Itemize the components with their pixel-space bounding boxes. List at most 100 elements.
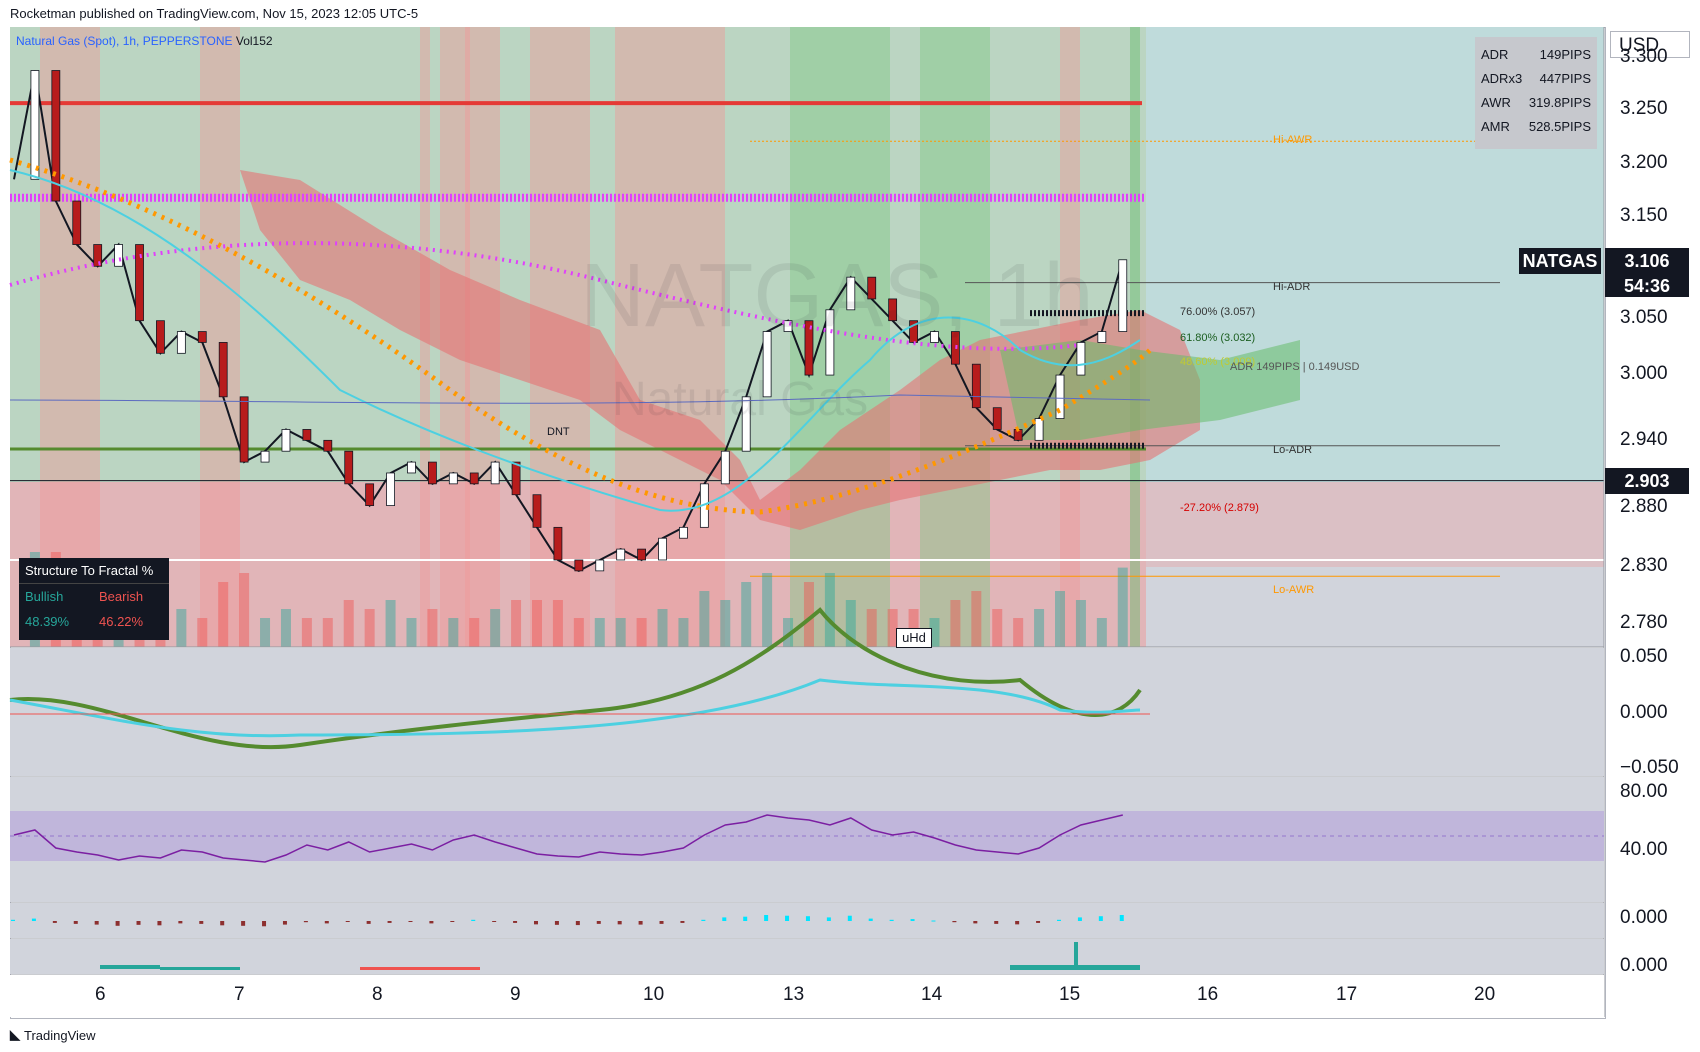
- histogram-bar: [931, 920, 936, 922]
- volume-bar: [929, 618, 940, 647]
- volume-bar: [1117, 567, 1128, 647]
- histogram-bar: [345, 921, 350, 922]
- hi-awr-label: Hi-AWR: [1273, 134, 1313, 146]
- candle: [135, 244, 144, 322]
- date-tick: 7: [234, 984, 245, 1005]
- uhd-label: uHd: [896, 628, 932, 648]
- histogram-bar: [31, 918, 36, 921]
- date-tick: 17: [1336, 984, 1358, 1005]
- bar-countdown: 54:36: [1605, 273, 1689, 297]
- candle: [469, 472, 479, 485]
- structure-table-title: Structure To Fractal %: [19, 558, 169, 584]
- candle: [783, 320, 793, 332]
- ticker-label: NATGAS: [1519, 248, 1601, 274]
- volume-bar: [1055, 591, 1065, 647]
- fib-618-label: 61.80% (3.032): [1180, 332, 1256, 344]
- volume-bar: [448, 618, 459, 647]
- vol-osc-green-2: [160, 967, 240, 970]
- vol-osc-green-1: [100, 965, 160, 969]
- volume-bar: [762, 573, 773, 647]
- candle: [679, 526, 688, 539]
- histogram-bar: [868, 918, 873, 921]
- key-levels: [10, 101, 1604, 577]
- candle: [156, 320, 165, 354]
- candle: [720, 450, 730, 485]
- candle: [72, 200, 82, 245]
- lo-awr-label: Lo-AWR: [1273, 584, 1315, 596]
- volume-bar: [280, 609, 291, 647]
- vol-osc-red-1: [360, 967, 480, 970]
- candle: [490, 461, 500, 485]
- level-price-label: 2.903: [1605, 468, 1689, 494]
- histogram-bars: [11, 915, 1124, 927]
- histogram-bar: [136, 921, 141, 925]
- candle: [93, 244, 103, 267]
- candle: [1055, 374, 1065, 419]
- candle: [532, 494, 542, 528]
- session-stripe: [40, 27, 100, 647]
- fib-48-label: 48.60% (3.009): [1180, 356, 1256, 368]
- symbol-name: Natural Gas (Spot), 1h, PEPPERSTONE: [16, 34, 233, 48]
- structure-fractal-table: Structure To Fractal % Bullish Bearish 4…: [19, 558, 169, 640]
- volume-bar: [218, 582, 229, 647]
- date-tick: 6: [95, 984, 106, 1005]
- histogram-bar: [94, 921, 99, 925]
- volume-bar: [1075, 600, 1086, 647]
- histogram-bar: [826, 917, 831, 921]
- stat-label: ADRx3: [1481, 71, 1523, 86]
- histogram-bar: [178, 921, 183, 924]
- candle: [51, 70, 61, 202]
- stat-value: 447PIPS: [1539, 71, 1591, 86]
- histogram-bar: [199, 921, 204, 924]
- candle: [30, 70, 40, 180]
- stat-label: ADR: [1481, 47, 1509, 62]
- histogram-bar: [115, 921, 120, 926]
- volume-bar: [490, 609, 501, 647]
- candle: [260, 450, 270, 463]
- candle: [1034, 418, 1044, 441]
- price-tick: 3.200: [1620, 152, 1668, 173]
- bullish-header: Bullish: [25, 589, 64, 604]
- date-tick: 16: [1197, 984, 1219, 1005]
- structure-table-values: 48.39% 46.22%: [19, 609, 169, 634]
- price-tick: 3.300: [1620, 46, 1668, 67]
- volume-bar: [699, 591, 710, 647]
- histogram-bar: [492, 921, 497, 922]
- histogram-bar: [889, 919, 894, 921]
- histogram-bar: [471, 919, 476, 921]
- histogram-bar: [1098, 916, 1103, 921]
- time-axis-bg: [10, 975, 1604, 1017]
- rsi-tick: 40.00: [1620, 839, 1668, 860]
- price-tick: 2.940: [1620, 429, 1668, 450]
- volume-bar: [678, 618, 689, 647]
- ichimoku-cloud: [240, 170, 1200, 530]
- candle: [1076, 342, 1086, 376]
- histogram-bar: [638, 921, 643, 925]
- stat-label: AWR: [1481, 95, 1511, 110]
- symbol-title[interactable]: Natural Gas (Spot), 1h, PEPPERSTONE Vol1…: [16, 34, 273, 48]
- price-tick: 2.780: [1620, 612, 1668, 633]
- price-tick: 2.830: [1620, 555, 1668, 576]
- chart-subwatermark: Natural Gas: [612, 373, 869, 426]
- currency-selector[interactable]: USD: [1610, 31, 1690, 58]
- volume-bar: [803, 582, 814, 647]
- vol-osc-spike: [1074, 942, 1078, 970]
- volume-bar: [720, 600, 731, 647]
- stat-label: AMR: [1481, 119, 1510, 134]
- volume-bar: [1034, 609, 1045, 647]
- volume-bar: [511, 600, 522, 647]
- range-stats-table: ADR 149PIPS ADRx3 447PIPS AWR 319.8PIPS AMR…: [1475, 37, 1597, 149]
- volume-bar: [552, 600, 563, 647]
- candle: [846, 276, 856, 311]
- stat-value: 149PIPS: [1539, 47, 1591, 62]
- candle: [1118, 259, 1128, 332]
- histogram-bar: [575, 921, 580, 926]
- histogram-bar: [534, 921, 538, 925]
- histogram-bar: [220, 921, 225, 926]
- candle: [825, 309, 835, 376]
- dnt-label: DNT: [547, 426, 570, 438]
- osc1-tick: −0.050: [1620, 757, 1679, 778]
- date-tick: 8: [372, 984, 383, 1005]
- vol-tick: 0.000: [1620, 955, 1668, 976]
